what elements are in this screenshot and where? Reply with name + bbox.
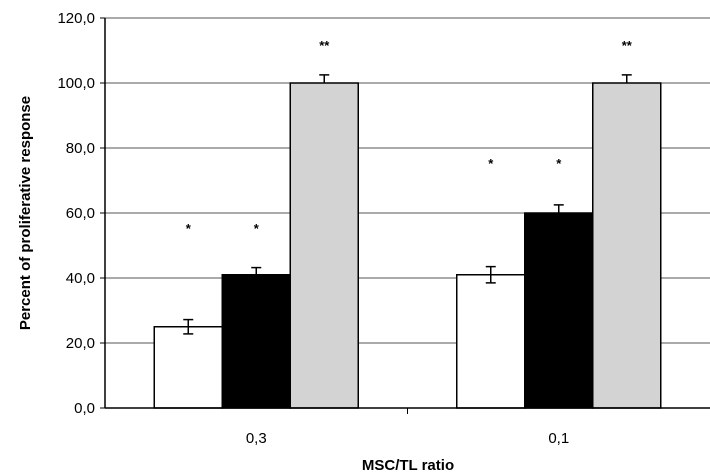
bar <box>221 274 291 409</box>
bar <box>289 82 359 409</box>
x-tick-label: 0,3 <box>246 430 267 447</box>
y-tick-label: 100,0 <box>57 75 95 92</box>
bar <box>524 212 594 409</box>
x-axis-title: MSC/TL ratio <box>362 457 454 474</box>
significance-marker: * <box>488 156 494 171</box>
significance-marker: ** <box>622 38 633 53</box>
y-tick-label: 20,0 <box>66 335 95 352</box>
y-tick-label: 0,0 <box>74 400 95 417</box>
significance-marker: * <box>556 156 562 171</box>
bar <box>456 274 526 409</box>
y-tick-label: 40,0 <box>66 270 95 287</box>
significance-marker: * <box>186 221 192 236</box>
y-axis-title: Percent of proliferative response <box>17 96 34 330</box>
y-tick-label: 120,0 <box>57 10 95 27</box>
bar <box>592 82 662 409</box>
y-tick-labels: 0,0 20,0 40,0 60,0 80,0 100,0 120,0 <box>57 10 95 417</box>
x-tick-label: 0,1 <box>548 430 569 447</box>
x-tick-labels: 0,3 0,1 <box>246 430 569 447</box>
y-tick-label: 80,0 <box>66 140 95 157</box>
bars: * **** *** <box>153 38 662 409</box>
axes <box>100 17 710 414</box>
bar <box>153 326 223 409</box>
significance-marker: ** <box>319 38 330 53</box>
significance-marker: * <box>254 221 260 236</box>
y-tick-label: 60,0 <box>66 205 95 222</box>
